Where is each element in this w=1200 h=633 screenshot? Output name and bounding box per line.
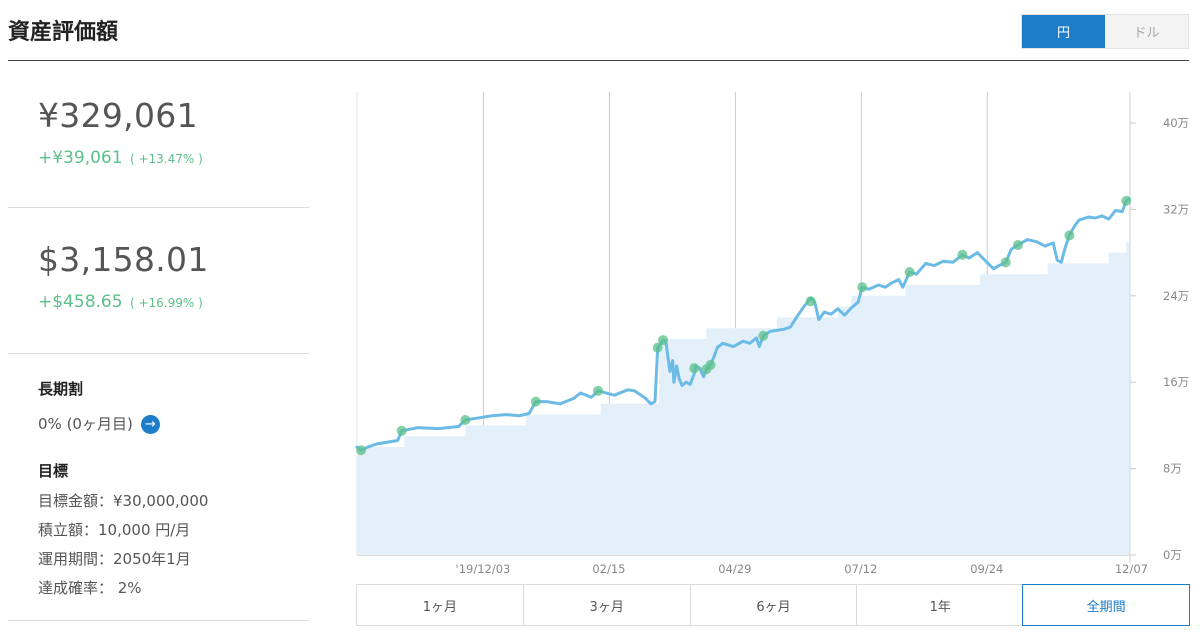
contribution-area — [357, 241, 1129, 556]
y-tick-label: 16万 — [1163, 375, 1189, 389]
currency-yen-button[interactable]: 円 — [1022, 15, 1105, 48]
purchase-marker — [904, 267, 915, 278]
summary-divider — [8, 353, 309, 354]
header-divider — [8, 60, 1189, 61]
purchase-marker — [593, 385, 604, 396]
x-tick-label: 09/24 — [970, 562, 1003, 576]
range-1-month-button[interactable]: 1ヶ月 — [422, 599, 458, 615]
purchase-marker — [689, 363, 700, 374]
y-tick-label: 32万 — [1163, 202, 1189, 216]
purchase-marker — [1064, 230, 1075, 241]
x-tick-label: '19/12/03 — [456, 562, 511, 576]
currency-dollar-button[interactable]: ドル — [1105, 15, 1188, 48]
y-tick-label: 40万 — [1163, 116, 1189, 130]
range-selector: 1ヶ月 3ヶ月 6ヶ月 1年 全期間 — [356, 584, 1190, 626]
page-title: 資産評価額 — [8, 20, 119, 45]
yen-total-value: ¥329,061 — [38, 96, 198, 135]
purchase-marker — [460, 415, 471, 425]
usd-change-amount: +$458.65 — [38, 292, 123, 312]
long-term-row: 0% (0ヶ月目) → — [38, 413, 160, 434]
long-term-label: 長期割 — [38, 380, 84, 398]
purchase-marker — [857, 282, 868, 293]
x-tick-label: 02/15 — [592, 562, 625, 576]
yen-change-percent: ( +13.47% ) — [129, 152, 203, 166]
usd-change: +$458.65 ( +16.99% ) — [38, 292, 203, 312]
range-1-year-button[interactable]: 1年 — [856, 585, 1023, 625]
purchase-marker — [1121, 195, 1132, 206]
usd-total-value: $3,158.01 — [38, 240, 209, 279]
summary-divider — [8, 207, 309, 208]
goal-probability: 達成確率： 2% — [38, 579, 142, 597]
goal-amount: 目標金額：¥30,000,000 — [38, 492, 209, 510]
yen-change-amount: +¥39,061 — [38, 148, 123, 168]
x-tick-label: 12/07 — [1115, 562, 1148, 576]
yen-change: +¥39,061 ( +13.47% ) — [38, 148, 203, 168]
currency-toggle: 円 ドル — [1021, 14, 1189, 49]
range-all-button[interactable]: 全期間 — [1022, 584, 1190, 626]
usd-change-percent: ( +16.99% ) — [129, 296, 203, 310]
y-tick-label: 24万 — [1163, 289, 1189, 303]
purchase-marker — [658, 335, 669, 346]
purchase-marker — [652, 342, 663, 353]
purchase-marker — [957, 249, 968, 260]
summary-divider — [8, 620, 309, 621]
purchase-marker — [705, 359, 716, 370]
range-3-month-button[interactable]: 3ヶ月 — [522, 585, 690, 625]
range-6-month-button[interactable]: 6ヶ月 — [689, 585, 857, 625]
y-tick-label: 0万 — [1163, 548, 1182, 562]
purchase-marker — [396, 425, 407, 436]
purchase-marker — [758, 330, 769, 341]
purchase-marker — [530, 396, 541, 407]
purchase-marker — [805, 296, 816, 307]
arrow-right-icon[interactable]: → — [140, 415, 160, 434]
goal-contribution: 積立額：10,000 円/月 — [38, 521, 191, 539]
x-tick-label: 04/29 — [718, 562, 751, 576]
x-tick-label: 07/12 — [844, 562, 877, 576]
purchase-marker — [356, 445, 367, 456]
goal-label: 目標 — [38, 462, 69, 480]
goal-period: 運用期間：2050年1月 — [38, 550, 191, 568]
y-tick-label: 8万 — [1163, 462, 1182, 476]
purchase-marker — [1000, 257, 1011, 268]
purchase-marker — [1012, 240, 1023, 251]
long-term-value: 0% (0ヶ月目) — [38, 415, 133, 433]
